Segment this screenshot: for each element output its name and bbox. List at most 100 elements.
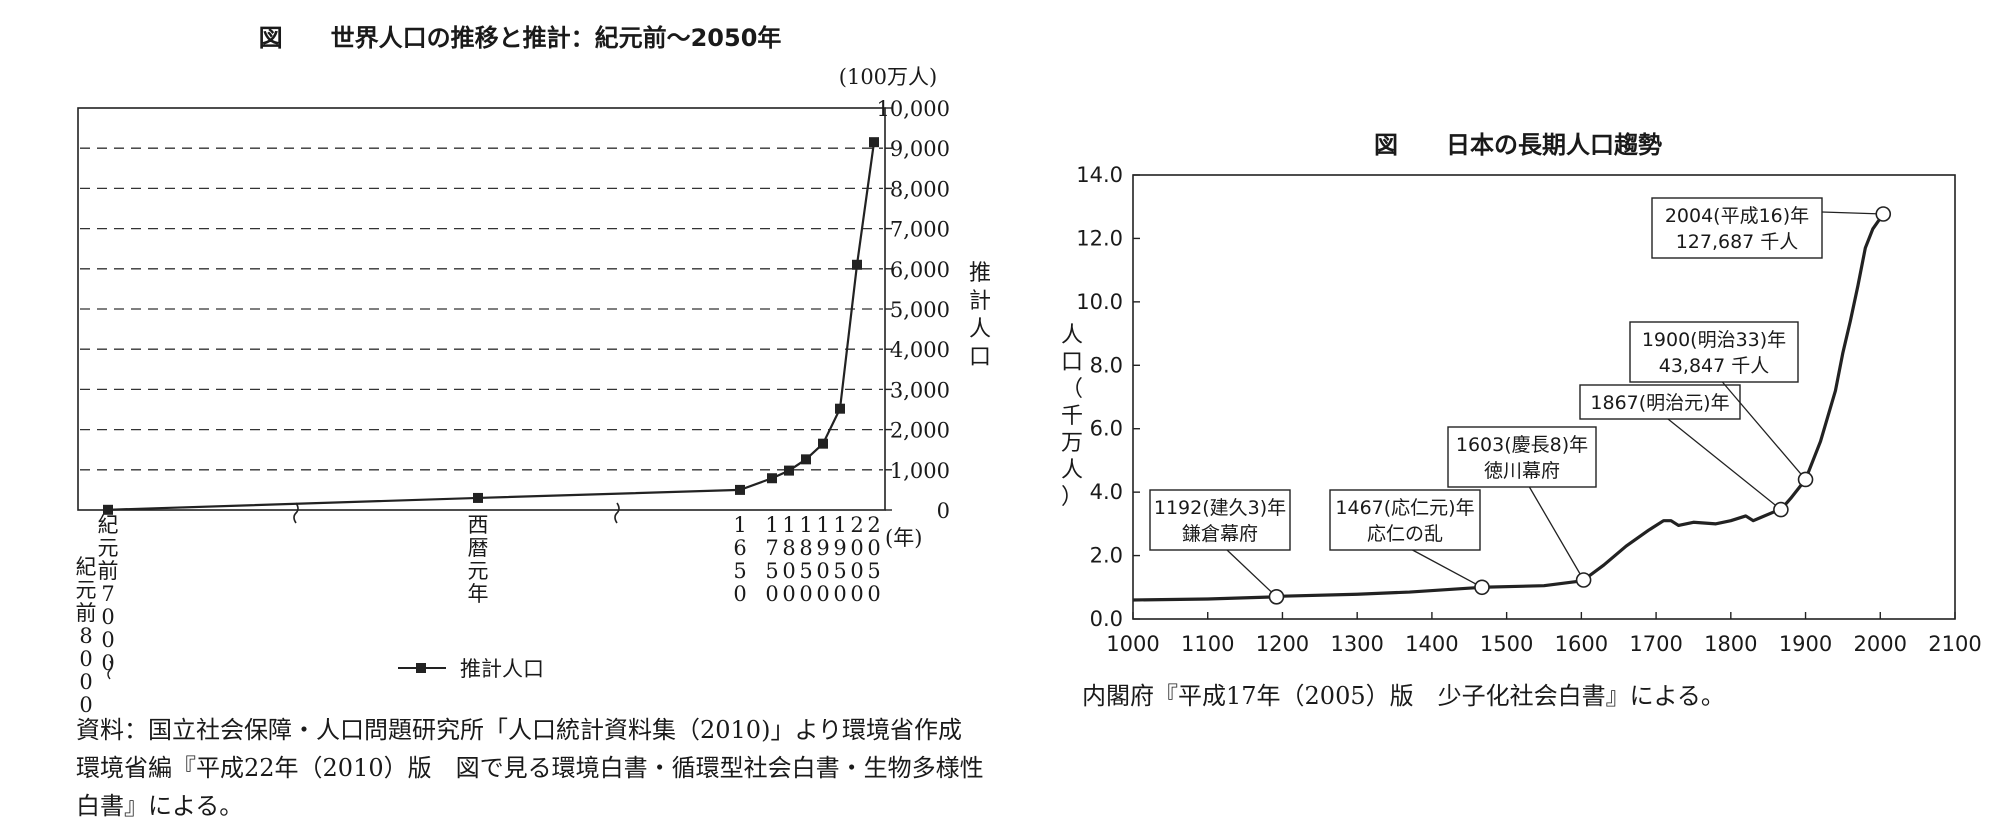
x-tick-label: 1100 — [1181, 632, 1234, 656]
x-tick-label: 1300 — [1330, 632, 1383, 656]
callout-box — [1629, 321, 1799, 383]
y-tick-label: 14.0 — [1076, 163, 1123, 187]
callout-box — [1149, 489, 1291, 551]
callout-text: 1867(明治元)年 — [1590, 392, 1729, 414]
source-note: 資料：国立社会保障・人口問題研究所「人口統計資料集（2010)」より環境省作成環… — [76, 716, 984, 820]
y-axis-ticks: 0 1,000 2,000 3,000 4,000 5,000 6,000 7,000 8,00… — [877, 97, 950, 523]
event-marker — [1474, 579, 1490, 596]
y-axis-label: 人口（千万人） — [1061, 323, 1083, 510]
chart-title: 図 日本の長期人口趨勢 — [1374, 131, 1662, 159]
annotations: 1192(建久3)年鎌倉幕府1467(応仁元)年応仁の乱1603(慶長8)年徳川… — [1149, 197, 1892, 605]
x-tick-label: 1200 — [1256, 632, 1309, 656]
x-tick-label: 1600 — [1555, 632, 1608, 656]
y-tick-label: 8,000 — [890, 177, 950, 201]
axis-break-mark — [293, 502, 299, 524]
x-tick-label: 1500 — [1480, 632, 1533, 656]
legend-marker — [416, 663, 426, 673]
legend: 推計人口 — [398, 657, 544, 681]
y-tick-label: 6,000 — [890, 258, 950, 282]
world-population-chart: 図 世界人口の推移と推計：紀元前～2050年 (100万人) 0 1,000 2,0… — [76, 24, 992, 820]
leader-line — [1721, 381, 1807, 480]
annotation-callout: 2004(平成16)年 127,687 千人 — [1651, 197, 1892, 259]
callout-box — [1329, 489, 1481, 551]
y-tick-label: 10.0 — [1076, 290, 1123, 314]
source-line: 内閣府『平成17年（2005）版 少子化社会白書』による。 — [1082, 682, 1725, 710]
x-unit-label: (年) — [885, 526, 922, 550]
x-tick-label: 2000 — [1854, 632, 1907, 656]
data-point — [735, 484, 745, 495]
source-line: 資料：国立社会保障・人口問題研究所「人口統計資料集（2010)」より環境省作成 — [76, 716, 962, 744]
data-point — [801, 454, 811, 465]
x-tick-label: 西暦元年 — [468, 513, 489, 606]
y-tick-label: 7,000 — [890, 218, 950, 242]
gridlines — [80, 147, 883, 471]
chart-title: 図 世界人口の推移と推計：紀元前～2050年 — [259, 24, 782, 52]
y-tick-label: 12.0 — [1076, 226, 1123, 250]
callout-text: 鎌倉幕府 — [1182, 523, 1258, 545]
source-line: 環境省編『平成22年（2010）版 図で見る環境白書・循環型社会白書・生物多様性 — [76, 754, 984, 782]
callout-text: 127,687 千人 — [1676, 231, 1799, 253]
callout-text: 応仁の乱 — [1367, 523, 1443, 545]
x-tick-label: 1700 — [1629, 632, 1682, 656]
event-marker — [1575, 572, 1592, 588]
callout-box — [1651, 197, 1823, 259]
data-point — [869, 137, 879, 148]
y-axis-ticks: 0.0 2.0 4.0 6.0 8.0 10.0 12.0 14.0 — [1076, 163, 1140, 631]
y-tick-label: 3,000 — [890, 378, 950, 402]
annotation-callout: 1900(明治33)年 43,847 千人 — [1629, 321, 1814, 488]
plot-frame — [1132, 174, 1956, 620]
source-note: 内閣府『平成17年（2005）版 少子化社会白書』による。 — [1082, 682, 1725, 710]
event-marker — [1773, 501, 1789, 518]
annotation-callout: 1867(明治元)年 — [1579, 384, 1789, 518]
y-tick-label: 6.0 — [1090, 417, 1123, 441]
y-unit-label: (100万人) — [839, 65, 937, 89]
y-tick-label: 1,000 — [890, 459, 950, 483]
callout-text: 43,847 千人 — [1659, 355, 1770, 377]
event-marker — [1797, 471, 1814, 488]
x-tick-label: 2100 — [1928, 632, 1981, 656]
callout-text: 1900(明治33)年 — [1642, 329, 1786, 351]
data-point — [473, 492, 483, 503]
x-tick-label: 紀元前 7 0 0 0 — [98, 513, 119, 675]
x-axis-ticks: 1000 1100 1200 1300 1400 1500 1600 1700 1800 1900… — [1106, 612, 1982, 656]
callout-box — [1447, 426, 1597, 488]
leader-line — [1528, 486, 1585, 581]
x-tick-label: 1800 — [1704, 632, 1757, 656]
callout-text: 2004(平成16)年 — [1665, 205, 1809, 227]
series-line — [1132, 213, 1885, 602]
y-axis-label: 推計人口 — [969, 261, 991, 370]
leader-line — [1412, 549, 1483, 588]
y-tick-label: 0.0 — [1090, 607, 1123, 631]
data-point — [103, 504, 113, 515]
y-tick-label: 2,000 — [890, 419, 950, 443]
y-axis-title: 推計人口 — [969, 261, 991, 370]
legend-label: 推計人口 — [460, 657, 544, 681]
data-point — [784, 465, 794, 476]
x-tick-label: 1000 — [1106, 632, 1159, 656]
leader-line — [1821, 211, 1884, 215]
data-point — [818, 438, 828, 449]
x-tick-label: 1400 — [1405, 632, 1458, 656]
y-tick-label: 5,000 — [890, 298, 950, 322]
data-point — [835, 403, 845, 414]
series-estimated-population — [103, 137, 879, 515]
y-tick-label: 4.0 — [1090, 480, 1123, 504]
x-tick-label: 1900 — [1779, 632, 1832, 656]
event-marker — [1268, 588, 1285, 605]
series-line — [107, 142, 876, 511]
data-point — [852, 259, 862, 270]
leader-line — [1226, 549, 1277, 598]
y-tick-label: 9,000 — [890, 137, 950, 161]
japan-population-chart: 図 日本の長期人口趨勢 0.02.04.06.08.010.012.014.0 … — [1061, 131, 1982, 710]
axis-break-mark — [614, 502, 620, 524]
